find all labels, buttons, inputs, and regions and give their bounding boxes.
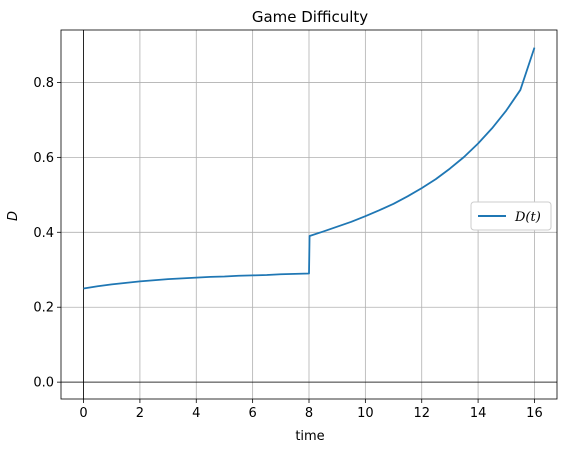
y-tick-label: 0.0	[33, 376, 54, 391]
x-tick-label: 16	[526, 406, 543, 421]
x-axis-label: time	[295, 429, 324, 444]
y-axis-ticks: 0.0 0.2 0.4 0.6 0.8	[33, 76, 61, 391]
legend: D(t)	[470, 201, 552, 231]
x-tick-label: 2	[136, 406, 144, 421]
x-tick-label: 12	[413, 406, 430, 421]
y-tick-label: 0.2	[33, 301, 54, 316]
y-axis-label: D	[6, 211, 21, 221]
x-tick-label: 6	[248, 406, 256, 421]
legend-label: D(t)	[514, 210, 541, 225]
x-axis-ticks: 0 2 4 6 8 10 12 14 16	[79, 399, 543, 421]
y-tick-label: 0.4	[33, 226, 54, 241]
x-tick-label: 10	[357, 406, 374, 421]
y-tick-label: 0.8	[33, 76, 54, 91]
chart-title: Game Difficulty	[252, 8, 368, 26]
x-tick-label: 0	[79, 406, 87, 421]
series-line-0	[83, 47, 536, 290]
reference-lines	[61, 30, 557, 399]
x-tick-label: 14	[470, 406, 487, 421]
x-tick-label: 4	[192, 406, 200, 421]
x-tick-label: 8	[305, 406, 313, 421]
legend-box	[470, 201, 552, 231]
y-tick-label: 0.6	[33, 151, 54, 166]
series-layer	[83, 47, 536, 290]
